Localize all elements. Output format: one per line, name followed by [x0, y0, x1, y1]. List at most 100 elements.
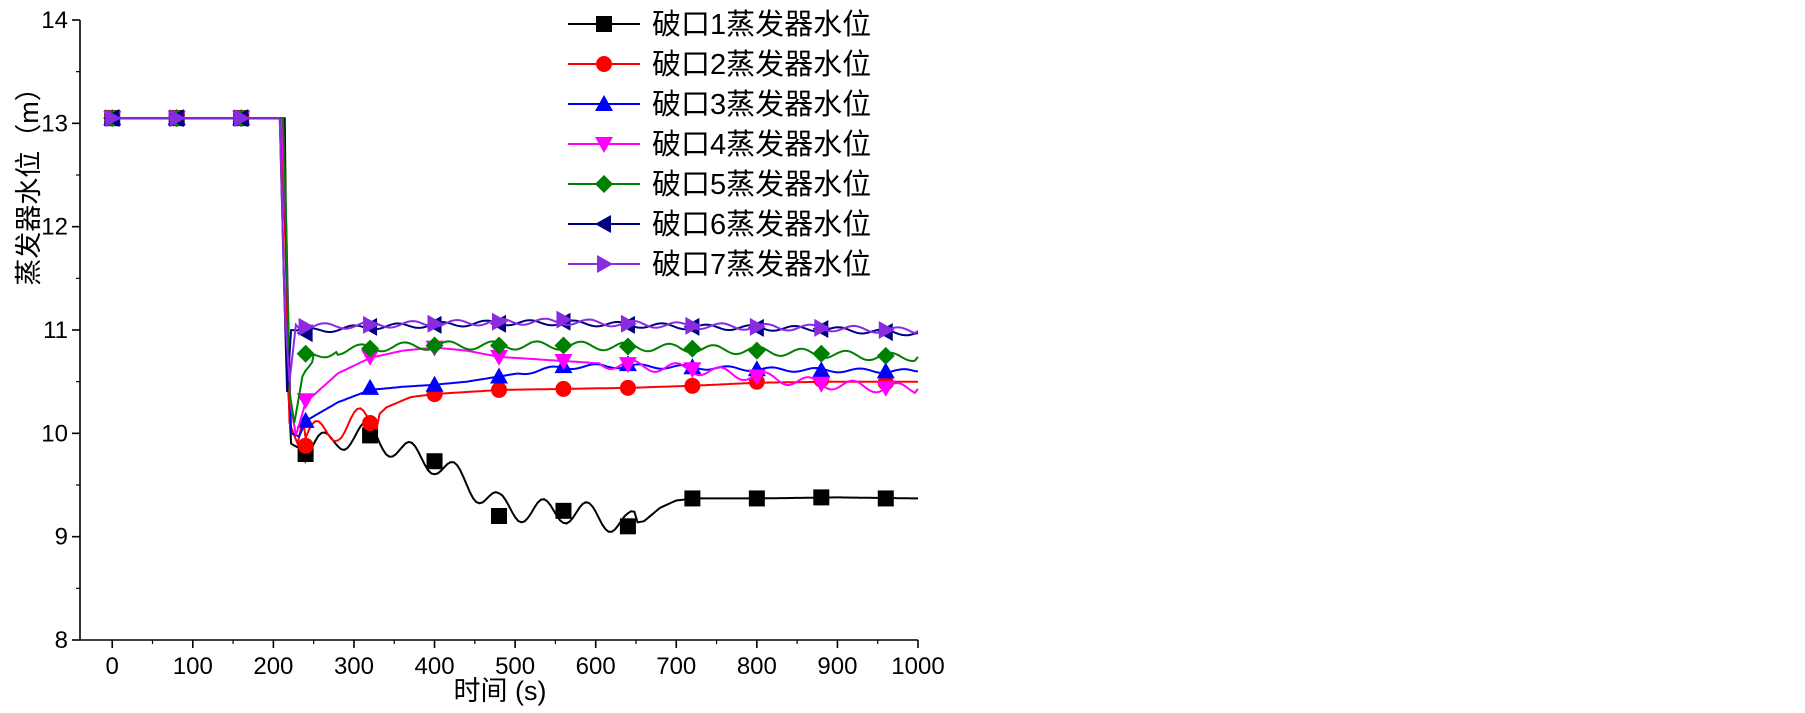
data-point — [619, 518, 636, 535]
legend-marker — [595, 137, 613, 153]
data-point — [813, 489, 830, 506]
legend-item: 破口3蒸发器水位 — [568, 88, 871, 121]
legend: 破口1蒸发器水位破口2蒸发器水位破口3蒸发器水位破口4蒸发器水位破口5蒸发器水位… — [568, 8, 871, 281]
data-point — [361, 339, 380, 358]
x-tick-label: 800 — [737, 653, 777, 680]
y-tick-label: 11 — [43, 317, 68, 344]
legend-item: 破口6蒸发器水位 — [568, 208, 871, 241]
data-point — [683, 362, 702, 379]
y-tick-label: 12 — [41, 214, 68, 241]
y-tick-label: 10 — [41, 420, 68, 447]
data-point — [361, 349, 380, 366]
legend-label: 破口4蒸发器水位 — [652, 128, 871, 161]
data-point — [683, 339, 702, 358]
data-point — [297, 437, 314, 454]
data-point — [555, 502, 572, 519]
data-point — [361, 378, 380, 395]
data-point — [878, 321, 895, 339]
x-tick-label: 700 — [656, 653, 696, 680]
legend-marker — [596, 16, 612, 32]
x-tick-label: 100 — [173, 653, 213, 680]
data-point — [490, 367, 508, 384]
data-point — [491, 381, 507, 398]
data-point — [234, 109, 251, 128]
data-point — [556, 310, 573, 329]
data-point — [169, 109, 186, 128]
data-point — [427, 314, 444, 333]
legend-item: 破口7蒸发器水位 — [568, 248, 871, 281]
data-point — [105, 109, 122, 128]
legend-item: 破口5蒸发器水位 — [568, 168, 871, 201]
data-point — [812, 376, 831, 393]
y-tick-label: 8 — [55, 627, 68, 654]
legend-marker — [595, 175, 613, 193]
data-point — [426, 453, 443, 470]
data-point — [555, 380, 572, 397]
legend-marker — [596, 56, 612, 72]
data-point — [749, 317, 766, 336]
data-point — [554, 354, 573, 370]
legend-label: 破口6蒸发器水位 — [652, 208, 871, 241]
x-tick-label: 900 — [817, 653, 857, 680]
data-point — [618, 337, 637, 356]
data-point — [684, 377, 701, 394]
data-point — [490, 349, 508, 366]
data-point — [554, 336, 573, 355]
data-point — [490, 336, 508, 355]
data-point — [685, 316, 702, 335]
data-point — [812, 344, 831, 363]
legend-item: 破口1蒸发器水位 — [568, 8, 871, 41]
data-point — [362, 415, 379, 431]
x-tick-label: 400 — [415, 653, 455, 680]
data-point — [747, 369, 766, 386]
x-tick-label: 500 — [495, 653, 535, 680]
data-point — [296, 393, 315, 410]
data-point — [362, 427, 379, 444]
data-point — [876, 362, 895, 379]
data-point — [619, 379, 636, 396]
legend-label: 破口7蒸发器水位 — [652, 248, 871, 281]
series-7 — [105, 109, 919, 382]
legend-label: 破口5蒸发器水位 — [652, 168, 871, 201]
data-point — [876, 346, 895, 365]
data-point — [296, 344, 315, 363]
data-point — [684, 490, 701, 507]
y-tick-label: 13 — [41, 110, 68, 137]
data-point — [298, 317, 315, 336]
legend-label: 破口2蒸发器水位 — [652, 48, 871, 81]
x-axis-title: 时间 (s) — [454, 676, 547, 706]
x-tick-label: 1000 — [891, 653, 944, 680]
legend-marker — [597, 255, 613, 273]
data-point — [425, 375, 444, 392]
x-tick-label: 600 — [576, 653, 616, 680]
data-point — [747, 341, 766, 360]
y-axis-title: 蒸发器水位（m） — [14, 74, 44, 286]
legend-item: 破口2蒸发器水位 — [568, 48, 871, 81]
x-tick-label: 200 — [253, 653, 293, 680]
data-point — [618, 357, 637, 374]
data-point — [812, 361, 831, 378]
data-point — [363, 315, 380, 334]
data-point — [425, 336, 444, 355]
legend-item: 破口4蒸发器水位 — [568, 128, 871, 161]
axes: 8 9 10 11 12 13 14 0 100 200 300 400 500 600 700 800 900… — [41, 7, 944, 680]
y-tick-label: 14 — [41, 7, 68, 34]
data-point — [296, 411, 315, 428]
data-point — [748, 490, 765, 507]
series-lines — [103, 109, 919, 535]
series-2 — [104, 110, 918, 454]
y-tick-label: 9 — [55, 524, 68, 551]
data-point — [876, 380, 895, 397]
legend-label: 破口1蒸发器水位 — [652, 8, 871, 41]
data-point — [491, 508, 507, 524]
legend-marker — [595, 95, 613, 111]
data-point — [814, 318, 831, 337]
data-point — [620, 314, 637, 333]
x-tick-label: 0 — [106, 653, 119, 680]
data-point — [492, 312, 508, 331]
legend-marker — [595, 215, 611, 233]
x-tick-label: 300 — [334, 653, 374, 680]
data-point — [877, 490, 894, 507]
